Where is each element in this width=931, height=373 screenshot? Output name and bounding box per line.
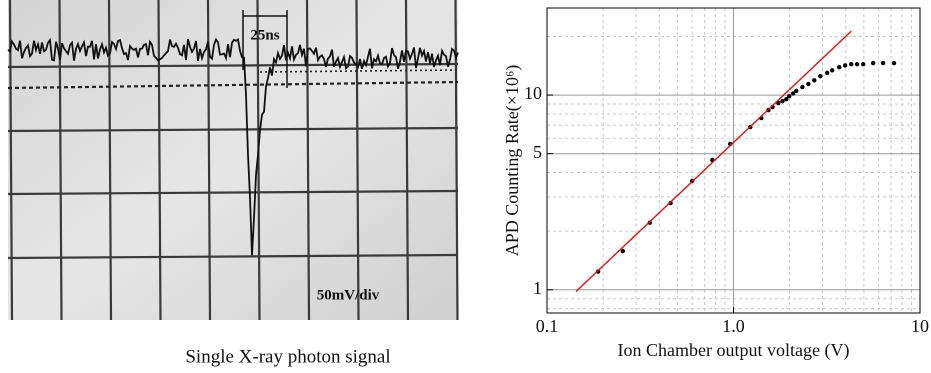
data-point [830,68,834,72]
data-point [861,62,865,66]
figure: 25ns 50mV/div Single X-ray photon signal… [0,0,931,373]
data-point [800,85,804,89]
data-point [837,65,841,69]
data-point [818,74,822,78]
data-point [849,62,853,66]
pulse-width-label: 25ns [250,27,279,43]
x-tick-label: 1.0 [722,316,745,336]
y-axis-label: APD Counting Rate(×10⁶) [502,65,523,256]
x-axis-label: Ion Chamber output voltage (V) [618,340,850,361]
oscilloscope-photo: 25ns 50mV/div [8,0,458,320]
data-point [892,61,896,65]
data-point [787,94,791,98]
x-tick-label: 10 [911,316,929,336]
x-tick-label: 0.1 [536,316,559,336]
y-tick-label: 10 [524,83,542,103]
scale-label: 50mV/div [317,287,380,303]
caption: Single X-ray photon signal [185,346,390,367]
data-point [825,71,829,75]
data-point [871,61,875,65]
data-point [806,82,810,86]
data-point [881,61,885,65]
chart: 0.1 1.0 10 1 5 10 Ion Chamber output voltage (… [502,8,929,361]
data-point [843,63,847,67]
data-point [780,99,784,103]
y-tick-label: 5 [533,142,542,162]
fit-line [576,31,851,291]
y-tick-label: 1 [533,278,542,298]
data-point [855,62,859,66]
data-point [812,78,816,82]
data-point [794,89,798,93]
